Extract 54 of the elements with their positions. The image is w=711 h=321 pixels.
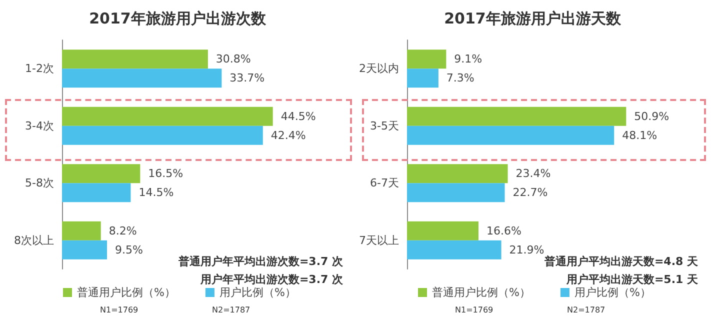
- y-tick-label: 5-8次: [25, 176, 54, 190]
- text: N1=1769: [455, 306, 494, 314]
- data-label: 9.1%: [454, 52, 482, 66]
- data-label: 44.5%: [280, 110, 316, 123]
- data-label: 14.5%: [138, 186, 174, 200]
- text: 用户平均出游天数=5.1 天: [565, 273, 699, 286]
- text: N1=1769: [100, 306, 138, 314]
- bar: [62, 68, 222, 88]
- bar: [62, 183, 131, 202]
- data-label: 42.4%: [270, 128, 306, 142]
- data-label: 16.5%: [148, 167, 184, 180]
- data-label: 7.3%: [446, 72, 474, 85]
- bar: [407, 50, 446, 69]
- bar: [407, 240, 502, 260]
- legend-label: 普通用户比例（%）: [77, 286, 176, 299]
- y-tick-label: 6-7天: [370, 176, 399, 190]
- bar: [62, 126, 263, 145]
- annotation: 普通用户年平均出游次数=3.7 次: [177, 255, 344, 268]
- text: N2=1787: [212, 306, 250, 314]
- bar: [407, 183, 505, 202]
- legend-label: 用户比例（%）: [219, 286, 296, 299]
- bar: [62, 240, 108, 260]
- y-tick-label: 3-4次: [25, 119, 54, 132]
- y-tick-label: 2天以内: [359, 62, 399, 76]
- annotation: 普通用户平均出游天数=4.8 天: [543, 255, 699, 268]
- data-label: 16.6%: [486, 224, 522, 238]
- bar: [62, 50, 208, 69]
- y-tick-label: 8次以上: [14, 234, 54, 247]
- legend-label: 普通用户比例（%）: [432, 286, 530, 299]
- y-tick-label: 7天以上: [359, 234, 399, 247]
- data-label: 30.8%: [216, 52, 251, 66]
- text: N2=1787: [567, 306, 606, 314]
- bar: [407, 68, 438, 88]
- chart-title: 2017年旅游用户出游天数: [444, 10, 622, 28]
- data-label: 50.9%: [634, 110, 670, 123]
- bar: [62, 221, 101, 240]
- bar: [407, 164, 508, 184]
- data-label: 48.1%: [622, 128, 658, 142]
- bar: [407, 106, 626, 126]
- data-label: 8.2%: [108, 224, 137, 238]
- y-tick-label: 3-5天: [370, 119, 399, 132]
- bar: [407, 221, 478, 240]
- bar: [62, 106, 273, 126]
- data-label: 21.9%: [509, 243, 544, 256]
- data-label: 23.4%: [516, 167, 551, 180]
- data-label: 33.7%: [230, 72, 265, 85]
- text: 用户年平均出游次数=3.7 次: [199, 273, 344, 286]
- bar: [62, 164, 140, 184]
- legend-label: 用户比例（%）: [574, 286, 651, 299]
- bar: [407, 126, 614, 145]
- data-label: 9.5%: [115, 243, 143, 256]
- y-tick-label: 1-2次: [25, 62, 54, 76]
- chart-title: 2017年旅游用户出游次数: [89, 10, 267, 28]
- data-label: 22.7%: [512, 186, 548, 200]
